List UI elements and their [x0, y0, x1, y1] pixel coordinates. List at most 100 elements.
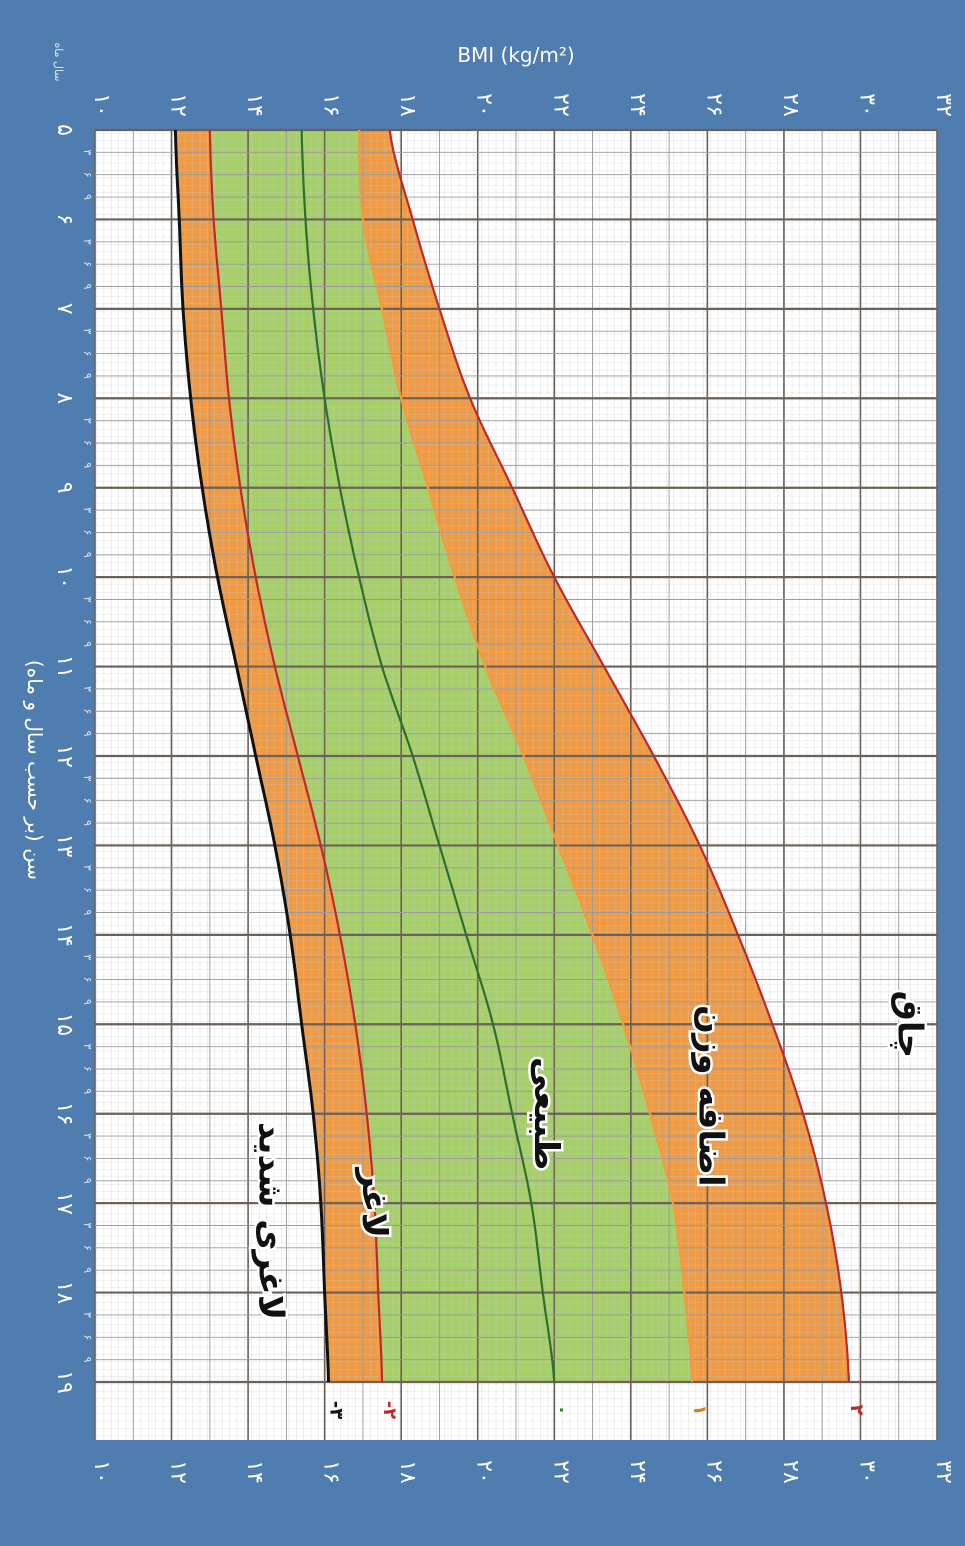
- month-tick: ۹: [81, 1267, 94, 1273]
- age-tick: ۶: [52, 214, 77, 226]
- month-tick: ۹: [81, 641, 94, 647]
- month-tick: ۹: [81, 1357, 94, 1363]
- age-tick: ۵: [52, 124, 77, 136]
- bmi-tick-top: ۱۶: [319, 93, 344, 117]
- bmi-tick-bottom: ۲۰: [472, 1460, 497, 1484]
- month-tick: ۶: [81, 1155, 94, 1161]
- age-unit-label: سال ماه: [52, 42, 65, 81]
- bmi-tick-top: ۱۰: [89, 93, 114, 117]
- month-tick: ۳: [81, 507, 94, 513]
- month-tick: ۳: [81, 1312, 94, 1318]
- month-tick: ۶: [81, 887, 94, 893]
- bmi-tick-bottom: ۱۲: [166, 1460, 191, 1484]
- month-tick: ۳: [81, 1223, 94, 1229]
- bmi-tick-top: ۱۲: [166, 93, 191, 117]
- month-tick: ۹: [81, 194, 94, 200]
- month-tick: ۶: [81, 1334, 94, 1340]
- month-tick: ۶: [81, 1066, 94, 1072]
- zone-label-0: لاغری شدید: [251, 1122, 291, 1320]
- x-axis-label: سن (بر حسب سال و ماه): [23, 660, 47, 880]
- zone-label-4: چاق: [890, 990, 930, 1058]
- age-tick: ۱۱: [52, 655, 77, 679]
- bmi-tick-bottom: ۱۶: [319, 1460, 344, 1484]
- age-tick: ۱۶: [52, 1102, 77, 1126]
- month-tick: ۶: [81, 708, 94, 714]
- series-label-1: -۲: [379, 1401, 400, 1419]
- series-label-0: -۳: [325, 1401, 346, 1419]
- month-tick: ۹: [81, 731, 94, 737]
- month-tick: ۹: [81, 1178, 94, 1184]
- series-line-1: [208, 129, 384, 1383]
- month-tick: ۶: [81, 798, 94, 804]
- series-label-4: ۲: [846, 1405, 867, 1416]
- month-tick: ۹: [81, 284, 94, 290]
- bmi-tick-bottom: ۳۲: [931, 1460, 956, 1484]
- series-label-3: ۱: [689, 1405, 710, 1416]
- month-tick: ۶: [81, 172, 94, 178]
- month-tick: ۶: [81, 440, 94, 446]
- bmi-tick-bottom: ۱۸: [395, 1460, 420, 1484]
- month-tick: ۳: [81, 328, 94, 334]
- series-line-4: [388, 129, 851, 1383]
- age-tick: ۱۹: [52, 1370, 77, 1394]
- month-tick: ۹: [81, 373, 94, 379]
- y-axis-label: BMI (kg/m²): [457, 43, 574, 67]
- zone-label-3: اضافه وزن: [691, 1005, 731, 1187]
- month-tick: ۳: [81, 239, 94, 245]
- month-tick: ۶: [81, 529, 94, 535]
- month-tick: ۶: [81, 1245, 94, 1251]
- bmi-tick-top: ۳۲: [931, 93, 956, 117]
- bmi-tick-top: ۲۴: [625, 93, 650, 117]
- month-tick: ۹: [81, 1088, 94, 1094]
- month-tick: ۳: [81, 954, 94, 960]
- age-tick: ۹: [52, 482, 77, 494]
- bmi-tick-top: ۱۴: [242, 93, 267, 117]
- bmi-tick-bottom: ۲۴: [625, 1460, 650, 1484]
- age-tick: ۱۵: [52, 1012, 77, 1036]
- age-tick: ۱۸: [52, 1281, 77, 1305]
- month-tick: ۹: [81, 462, 94, 468]
- month-tick: ۶: [81, 619, 94, 625]
- month-tick: ۶: [81, 261, 94, 267]
- bmi-tick-bottom: ۲۸: [778, 1460, 803, 1484]
- bmi-tick-top: ۲۰: [472, 93, 497, 117]
- age-tick: ۱۰: [52, 565, 77, 589]
- month-tick: ۹: [81, 999, 94, 1005]
- bmi-tick-bottom: ۱۰: [89, 1460, 114, 1484]
- age-tick: ۱۷: [52, 1191, 77, 1215]
- month-tick: ۳: [81, 686, 94, 692]
- month-tick: ۳: [81, 597, 94, 603]
- month-tick: ۳: [81, 418, 94, 424]
- zone-label-1: لاغر: [354, 1166, 394, 1238]
- bmi-tick-bottom: ۳۰: [854, 1460, 879, 1484]
- bmi-tick-bottom: ۲۲: [548, 1460, 573, 1484]
- month-tick: ۳: [81, 1044, 94, 1050]
- age-tick: ۱۲: [52, 744, 77, 768]
- bmi-tick-top: ۲۸: [778, 93, 803, 117]
- month-tick: ۳: [81, 775, 94, 781]
- zone-label-2: طبیعی: [526, 1057, 566, 1170]
- month-tick: ۳: [81, 149, 94, 155]
- bmi-tick-top: ۲۲: [548, 93, 573, 117]
- bmi-tick-bottom: ۲۶: [701, 1460, 726, 1484]
- age-tick: ۷: [52, 303, 77, 315]
- month-tick: ۹: [81, 552, 94, 558]
- bmi-tick-top: ۳۰: [854, 93, 879, 117]
- series-label-2: ۰: [551, 1405, 572, 1416]
- age-tick: ۸: [52, 392, 77, 404]
- series-line-2: [300, 129, 556, 1383]
- age-tick: ۱۳: [52, 834, 77, 858]
- series-line-3: [358, 129, 694, 1383]
- month-tick: ۳: [81, 1133, 94, 1139]
- month-tick: ۹: [81, 910, 94, 916]
- month-tick: ۹: [81, 820, 94, 826]
- bmi-tick-top: ۲۶: [701, 93, 726, 117]
- series-line-0: [173, 129, 330, 1383]
- month-tick: ۶: [81, 351, 94, 357]
- bmi-tick-bottom: ۱۴: [242, 1460, 267, 1484]
- bmi-tick-top: ۱۸: [395, 93, 420, 117]
- month-tick: ۶: [81, 977, 94, 983]
- month-tick: ۳: [81, 865, 94, 871]
